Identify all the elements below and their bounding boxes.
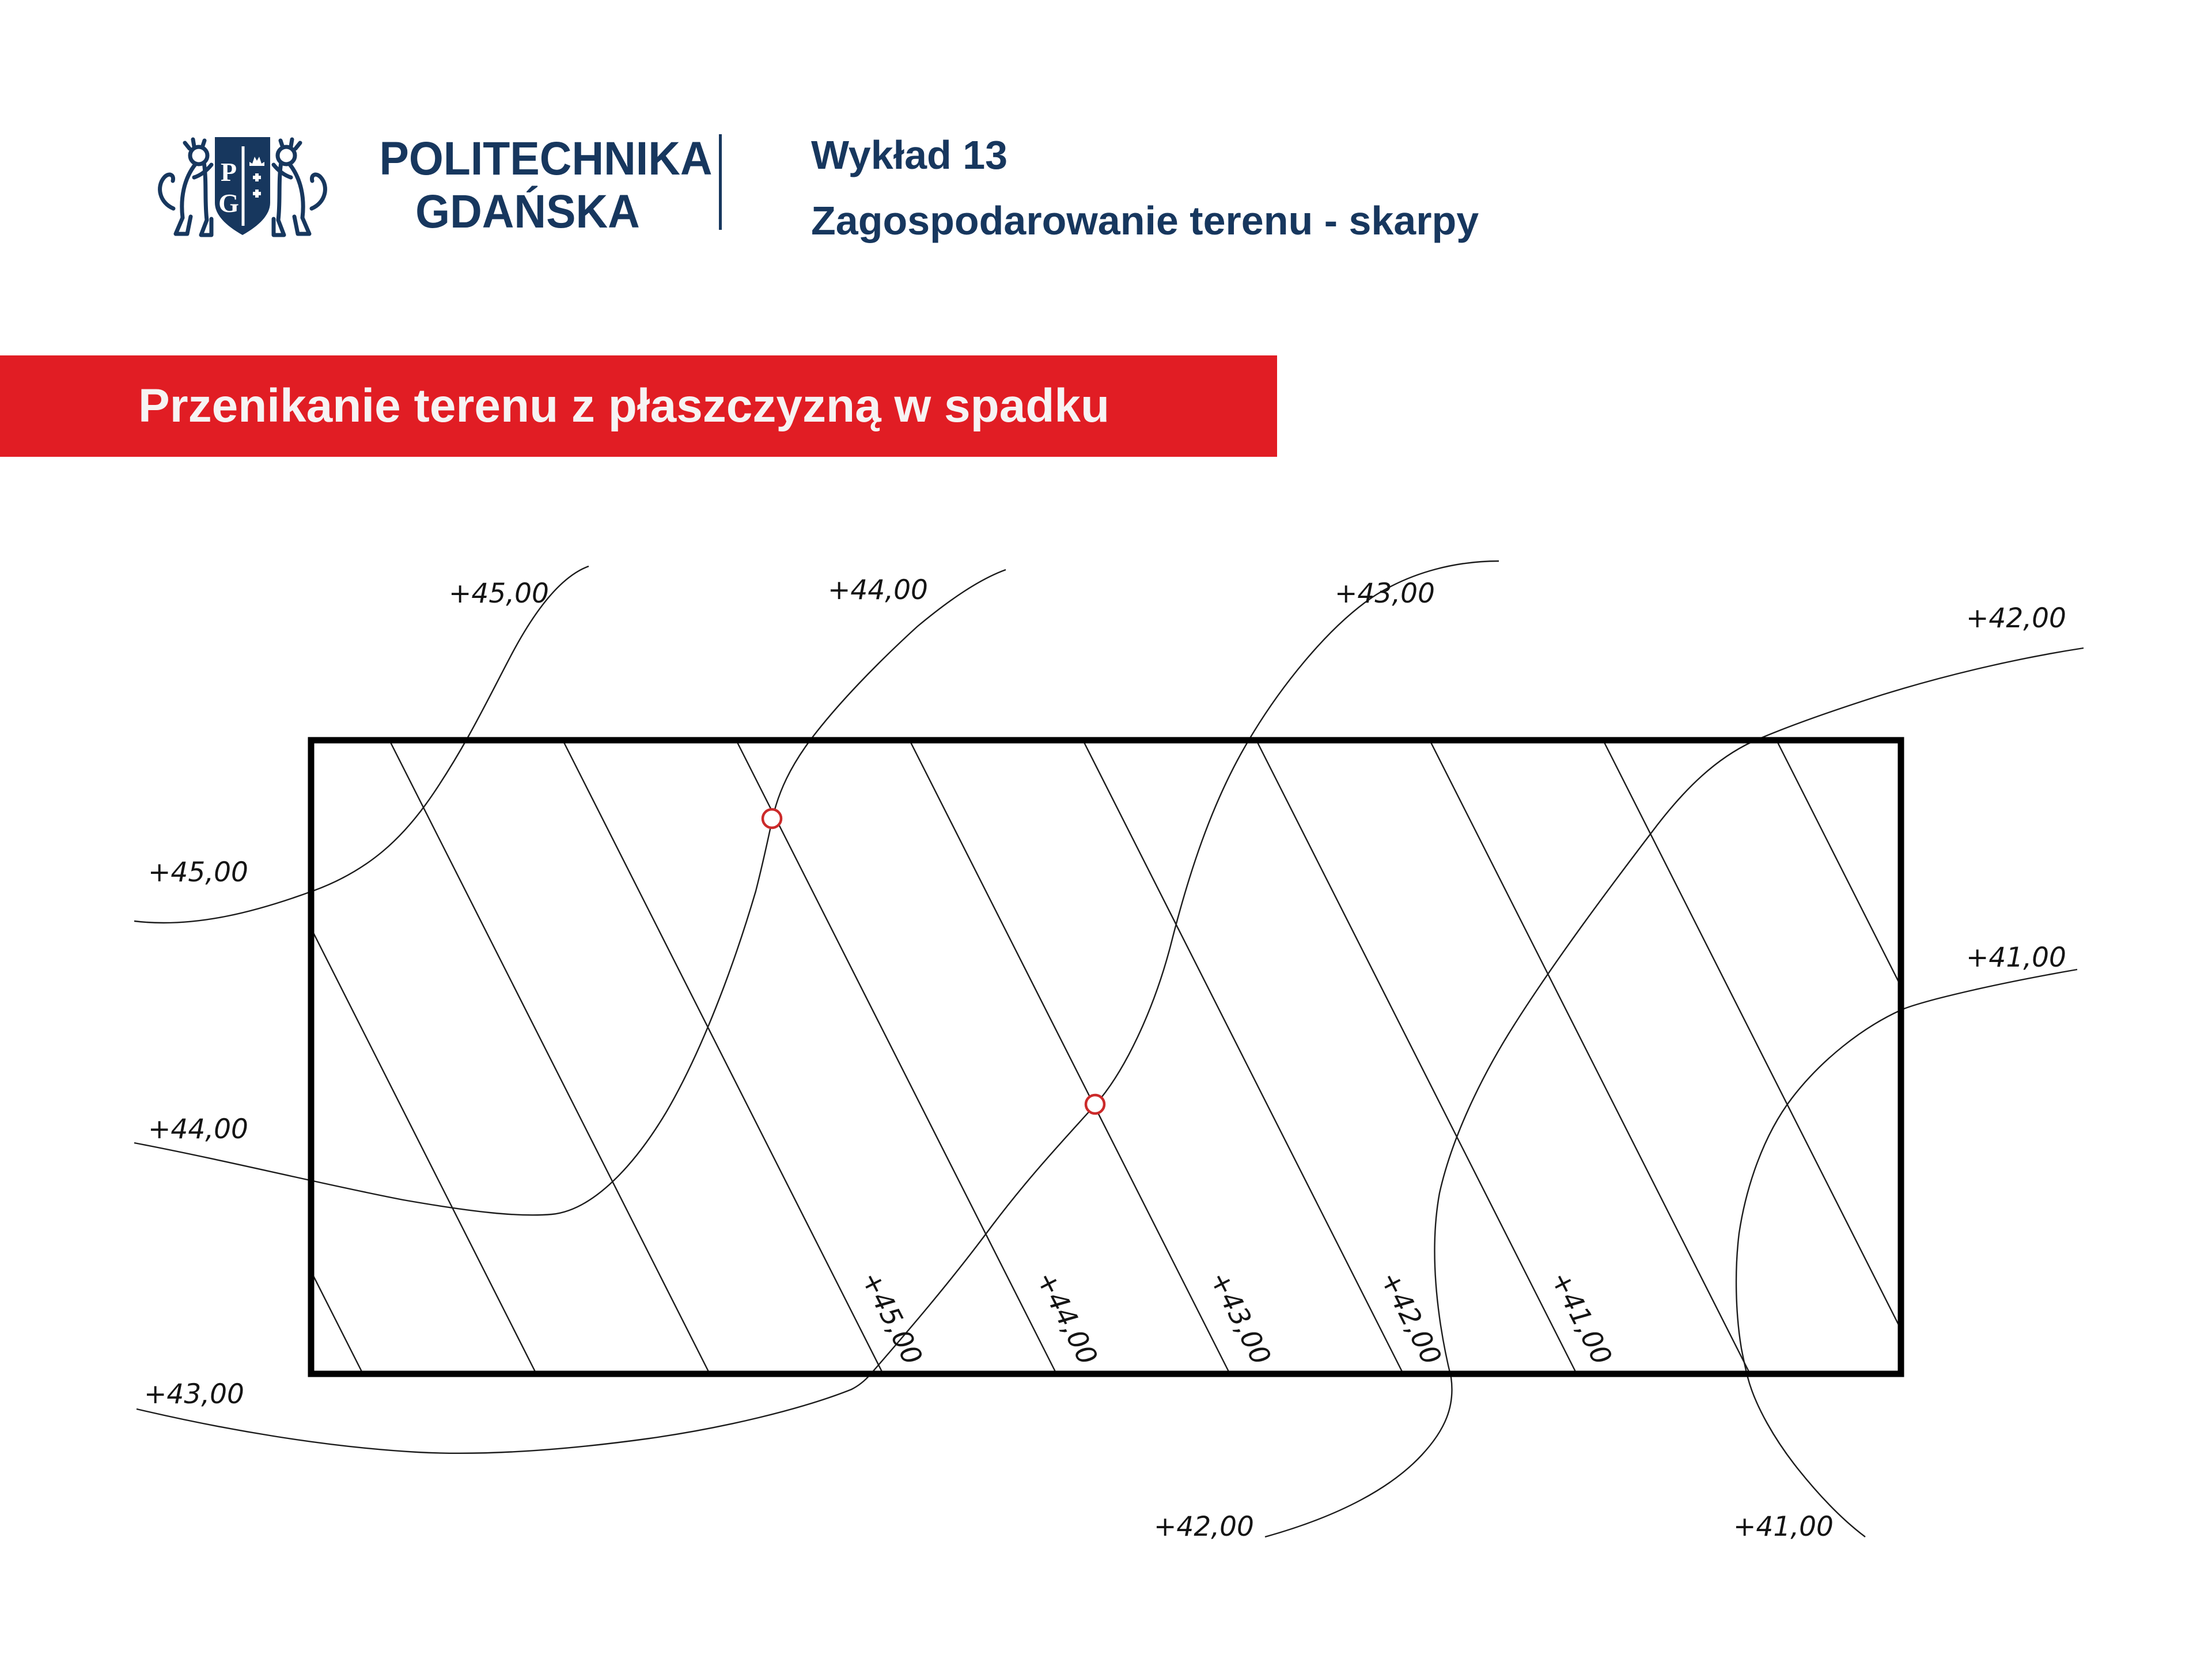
lecture-topic: Zagospodarowanie terenu - skarpy [811, 198, 1479, 243]
plane-label-45: +45,00 [855, 1266, 929, 1370]
plane-contour-line [1429, 740, 1751, 1374]
lion-right-icon [271, 137, 327, 237]
terrain-contour-curves [134, 560, 2084, 1538]
terrain-label-top-43: +43,00 [1335, 578, 1435, 609]
contour-labels: +45,00 +44,00 +43,00 +42,00 +45,00 +44,0… [144, 574, 2066, 1543]
terrain-label-bottom-41: +41,00 [1733, 1511, 1834, 1543]
slide-title-banner: Przenikanie terenu z płaszczyzną w spadk… [0, 355, 1277, 457]
plane-contour-line [1775, 740, 1901, 988]
terrain-curve-42 [1264, 647, 2084, 1538]
plane-contour-line-41 [1255, 740, 1578, 1374]
plane-contour-line-43 [908, 740, 1231, 1374]
plot-boundary-rectangle [308, 737, 1904, 1377]
university-name: POLITECHNIKA GDAŃSKA [379, 132, 713, 238]
intersection-marker-43 [1084, 1093, 1106, 1115]
terrain-curve-43 [136, 560, 1499, 1455]
header-divider [719, 134, 722, 230]
terrain-curve-44 [134, 569, 1006, 1216]
plane-contour-lines [311, 740, 1901, 1374]
terrain-label-top-44: +44,00 [828, 574, 928, 606]
terrain-label-top-45: +45,00 [449, 578, 549, 609]
lion-left-icon [158, 137, 214, 237]
crown-icon [249, 157, 264, 166]
plane-label-43: +43,00 [1203, 1266, 1277, 1370]
plane-contour-line-45 [562, 740, 884, 1374]
pg-logo-crest-icon: P G [158, 137, 327, 237]
plane-contour-line [311, 1270, 364, 1374]
lecture-heading: Wykład 13 Zagospodarowanie terenu - skar… [811, 135, 1479, 241]
lecture-number: Wykład 13 [811, 132, 1008, 177]
plane-contour-line [311, 926, 537, 1374]
terrain-label-left-43: +43,00 [144, 1378, 244, 1410]
terrain-label-bottom-42: +42,00 [1154, 1511, 1254, 1543]
university-name-line2: GDAŃSKA [415, 185, 640, 238]
crosses-icon [253, 173, 261, 198]
crest-letter-g: G [218, 188, 239, 218]
terrain-label-top-42: +42,00 [1966, 603, 2066, 634]
plane-contour-line [1602, 740, 1901, 1331]
terrain-curve-45 [134, 565, 589, 924]
intersection-marker-44 [761, 808, 783, 830]
plane-label-44: +44,00 [1030, 1266, 1104, 1370]
crest-letter-p: P [221, 157, 237, 187]
terrain-label-left-45: +45,00 [148, 857, 248, 888]
terrain-curve-41 [1735, 968, 2078, 1537]
plane-contour-line [388, 740, 711, 1374]
terrain-label-left-44: +44,00 [148, 1113, 248, 1145]
shield-icon: P G [215, 137, 270, 235]
university-name-line1: POLITECHNIKA [379, 132, 713, 185]
terrain-label-right-41: +41,00 [1966, 942, 2066, 974]
slide-title: Przenikanie terenu z płaszczyzną w spadk… [138, 380, 1110, 432]
plane-contour-line-42 [1082, 740, 1404, 1374]
plane-contour-line-44 [735, 740, 1058, 1374]
plane-label-41: +41,00 [1544, 1266, 1618, 1370]
